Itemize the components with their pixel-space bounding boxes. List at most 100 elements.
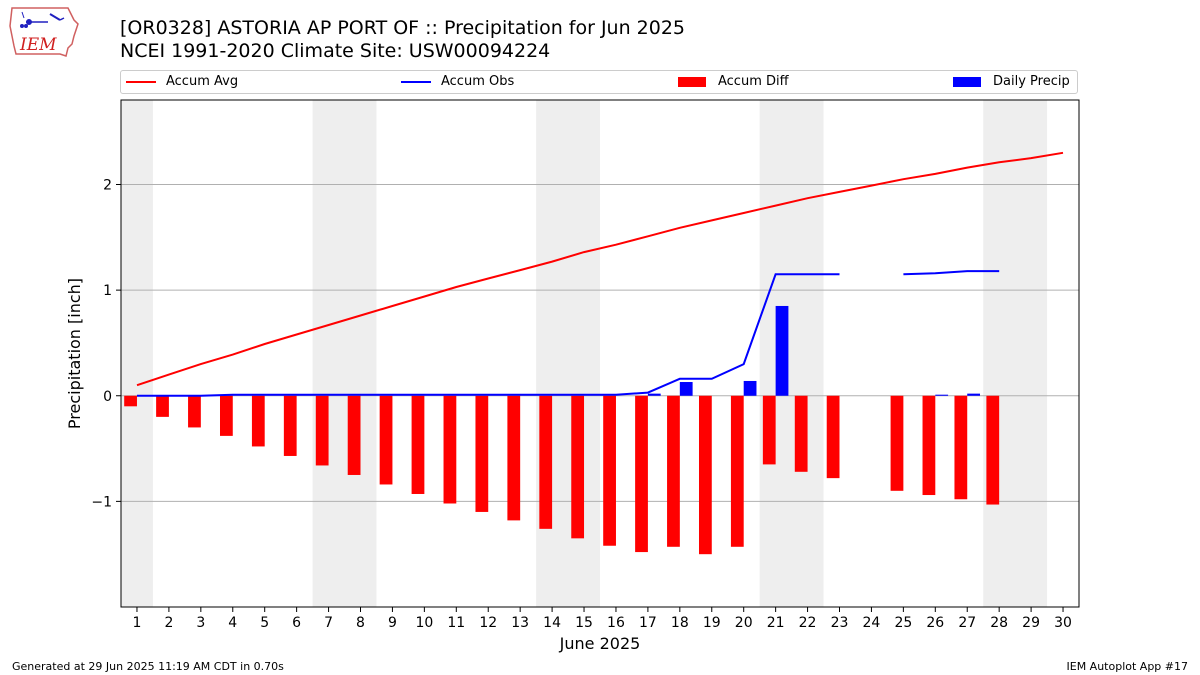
chart-legend: Accum Avg Accum Obs Accum Diff Daily Pre… (120, 70, 1078, 94)
x-tick-label: 14 (543, 615, 561, 631)
chart-subtitle: NCEI 1991-2020 Climate Site: USW00094224 (120, 40, 551, 62)
logo-text: IEM (19, 35, 57, 55)
x-tick-label: 6 (292, 615, 301, 631)
x-tick-label: 30 (1054, 615, 1072, 631)
legend-label: Accum Avg (166, 74, 239, 89)
plot-frame (120, 99, 1080, 608)
accum-diff-bar (411, 395, 425, 494)
x-tick-label: 5 (260, 615, 269, 631)
legend-label: Accum Diff (718, 74, 789, 89)
x-tick-label: 18 (671, 615, 689, 631)
x-tick-label: 4 (228, 615, 237, 631)
x-tick-label: 12 (479, 615, 497, 631)
accum-diff-bar (954, 395, 968, 500)
accum-diff-bar (539, 395, 553, 529)
x-tick-label: 21 (767, 615, 785, 631)
legend-line-swatch (401, 80, 431, 83)
legend-label: Daily Precip (993, 74, 1070, 89)
y-tick-label: 2 (103, 178, 112, 194)
daily-precip-bar (775, 305, 789, 396)
accum-obs-line (903, 270, 1000, 276)
weekend-band (759, 100, 824, 607)
accum-avg-line (136, 151, 1064, 387)
accum-diff-bar (315, 395, 329, 466)
accum-diff-bar (507, 395, 521, 521)
legend-line-swatch (126, 80, 156, 83)
accum-diff-bar (922, 395, 936, 496)
x-tick-label: 17 (639, 615, 657, 631)
accum-obs-line (137, 273, 840, 397)
y-tick-label: −1 (91, 494, 112, 510)
accum-diff-bar (156, 395, 169, 417)
x-tick-label: 20 (735, 615, 753, 631)
daily-precip-bar (647, 393, 661, 396)
accum-diff-bar (124, 395, 137, 407)
accum-diff-bar (730, 395, 744, 547)
x-tick-label: 3 (196, 615, 205, 631)
legend-item-accum-obs: Accum Obs (401, 74, 514, 89)
accum-diff-bar (283, 395, 297, 456)
x-tick-label: 10 (415, 615, 433, 631)
generated-timestamp: Generated at 29 Jun 2025 11:19 AM CDT in… (12, 660, 284, 673)
accum-diff-bar (603, 395, 616, 546)
daily-precip-bar (935, 394, 949, 396)
weekend-band (121, 100, 153, 607)
accum-diff-bar (762, 395, 776, 465)
daily-precip-bar (679, 382, 693, 396)
x-tick-label: 29 (1022, 615, 1040, 631)
accum-diff-bar (188, 395, 201, 428)
iem-logo: IEM (9, 7, 79, 57)
accum-diff-bar (251, 395, 265, 447)
accum-diff-bar (475, 395, 489, 512)
legend-bar-swatch (953, 76, 981, 87)
accum-diff-bar (635, 395, 648, 553)
accum-diff-bar (698, 395, 712, 555)
x-tick-label: 25 (894, 615, 912, 631)
y-tick-label: 0 (103, 389, 112, 405)
x-tick-label: 11 (447, 615, 465, 631)
accum-diff-bar (443, 395, 457, 504)
accum-diff-bar (379, 395, 393, 485)
x-tick-label: 24 (863, 615, 881, 631)
app-credit: IEM Autoplot App #17 (1066, 660, 1189, 673)
x-tick-label: 22 (799, 615, 817, 631)
accum-diff-bar (667, 395, 680, 547)
x-tick-label: 8 (356, 615, 365, 631)
legend-bar-swatch (678, 76, 706, 87)
x-tick-label: 26 (926, 615, 944, 631)
x-tick-label: 27 (958, 615, 976, 631)
x-tick-label: 9 (388, 615, 397, 631)
daily-precip-bar (743, 380, 757, 396)
y-tick-label: 1 (103, 283, 112, 299)
weekend-band (536, 100, 600, 607)
legend-label: Accum Obs (441, 74, 515, 89)
x-tick-label: 2 (164, 615, 173, 631)
accum-diff-bar (794, 395, 808, 472)
accum-diff-bar (571, 395, 585, 539)
x-tick-label: 19 (703, 615, 721, 631)
x-tick-label: 1 (133, 615, 142, 631)
x-tick-label: 15 (575, 615, 593, 631)
accum-diff-bar (347, 395, 361, 475)
x-tick-label: 13 (511, 615, 529, 631)
accum-diff-bar (826, 395, 840, 479)
x-axis-label: June 2025 (559, 634, 641, 653)
accum-diff-bar (890, 395, 904, 491)
weather-instruments-icon (20, 11, 65, 28)
daily-precip-bar (967, 393, 981, 396)
x-tick-label: 16 (607, 615, 625, 631)
iowa-outline-icon (9, 7, 79, 57)
accum-diff-bar (986, 395, 1000, 505)
legend-item-accum-avg: Accum Avg (126, 74, 238, 89)
legend-item-daily-precip: Daily Precip (953, 74, 1070, 89)
weekend-band (312, 100, 377, 607)
x-tick-label: 7 (324, 615, 333, 631)
chart-title: [OR0328] ASTORIA AP PORT OF :: Precipita… (120, 17, 686, 39)
y-axis-label: Precipitation [inch] (65, 278, 84, 429)
weekend-band (983, 100, 1048, 607)
x-tick-label: 28 (990, 615, 1008, 631)
x-tick-label: 23 (831, 615, 849, 631)
legend-item-accum-diff: Accum Diff (678, 74, 789, 89)
accum-diff-bar (219, 395, 233, 436)
